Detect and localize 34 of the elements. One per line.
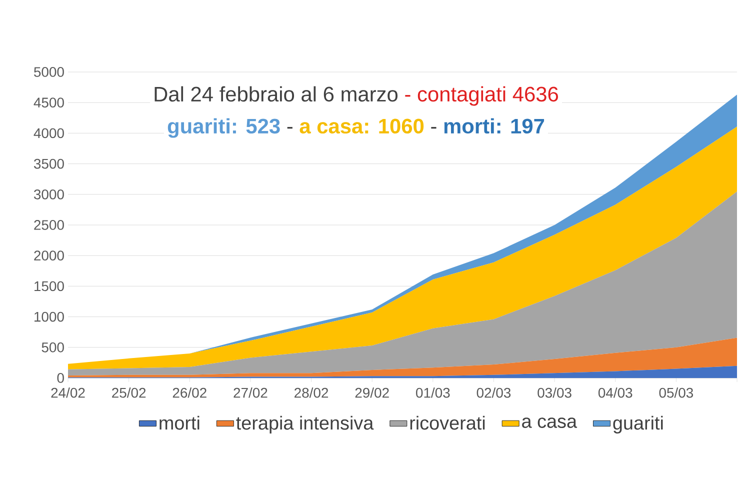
y-tick-label: 3500 — [34, 158, 64, 169]
x-tick-label: 26/02 — [172, 388, 206, 398]
annotation: - contagiati 4636 — [405, 86, 558, 106]
y-tick-label: 2500 — [34, 220, 64, 230]
annotation: - — [287, 126, 292, 129]
x-tick-label: 28/02 — [294, 388, 328, 398]
annotation: morti: 197 — [444, 118, 544, 134]
y-tick-label: 0 — [57, 373, 64, 383]
y-tick-label: 2000 — [34, 250, 64, 261]
x-tick-label: 04/03 — [598, 388, 632, 398]
y-tick-label: 500 — [42, 342, 64, 352]
annotation: a casa: 1060 — [300, 118, 424, 134]
y-tick-label: 1000 — [34, 312, 64, 322]
annotation: Dal 24 febbraio al 6 marzo — [154, 86, 398, 102]
legend-label: terapia intensiva — [236, 416, 374, 434]
x-tick-label: 27/02 — [234, 388, 268, 398]
legend-label: guariti — [613, 416, 663, 434]
x-tick-label: 24/02 — [51, 388, 85, 398]
legend-label: morti — [160, 416, 200, 430]
y-tick-label: 5000 — [34, 67, 64, 77]
x-tick-label: 02/03 — [476, 388, 511, 398]
x-tick-label: 03/03 — [538, 388, 572, 398]
legend-label: ricoverati — [410, 416, 485, 430]
legend-label: a casa — [522, 418, 578, 428]
y-tick-label: 4000 — [34, 128, 64, 138]
y-tick-label: 1500 — [34, 281, 64, 292]
y-tick-label: 4500 — [34, 98, 64, 108]
x-tick-label: 01/03 — [416, 388, 450, 398]
y-tick-label: 3000 — [34, 189, 64, 200]
annotation: - — [431, 126, 436, 129]
x-tick-label: 25/02 — [112, 388, 146, 398]
x-tick-label: 05/03 — [659, 388, 694, 398]
x-tick-label: 29/02 — [355, 388, 389, 398]
annotation: guariti: 523 — [168, 118, 280, 138]
